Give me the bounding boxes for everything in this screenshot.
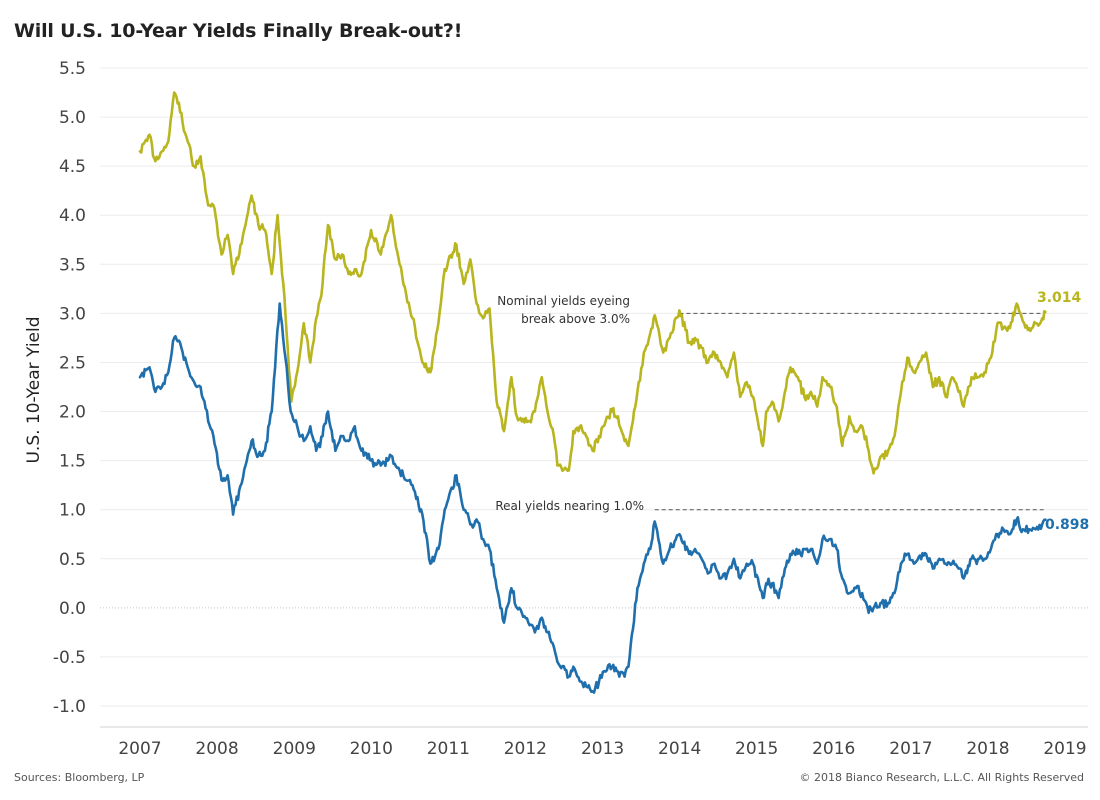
y-tick-label: 4.5 [59,157,86,177]
x-tick-label: 2017 [889,739,932,759]
y-tick-label: 0.5 [59,550,86,570]
x-tick-label: 2007 [118,739,161,759]
series-lines [138,91,1047,694]
annotation-nominal-line1: Nominal yields eyeing [497,294,630,308]
y-tick-label: 5.5 [59,59,86,79]
annotation-nominal-line2: break above 3.0% [521,312,630,326]
y-tick-label: 3.0 [59,304,86,324]
real-end-label: 0.898 [1045,517,1089,533]
footer-copyright: © 2018 Bianco Research, L.L.C. All Right… [799,771,1084,784]
x-tick-label: 2019 [1043,739,1086,759]
y-tick-label: 2.0 [59,403,86,423]
annotations: Nominal yields eyeing break above 3.0% R… [495,294,644,513]
x-axis-ticks: 2007 2008 2009 2010 2011 2012 2013 2014 2015 2016… [118,739,1086,759]
y-tick-label: -0.5 [53,648,86,668]
x-tick-label: 2008 [195,739,238,759]
x-tick-label: 2011 [427,739,470,759]
real-yield-line [138,302,1047,694]
x-tick-label: 2010 [350,739,393,759]
y-tick-label: 1.5 [59,452,86,472]
annotation-real: Real yields nearing 1.0% [495,499,644,513]
x-tick-label: 2016 [812,739,855,759]
grid-lines [100,67,1088,707]
y-tick-label: 4.0 [59,206,86,226]
x-tick-label: 2009 [273,739,316,759]
chart-title: Will U.S. 10-Year Yields Finally Break-o… [14,20,463,42]
y-tick-label: 0.0 [59,599,86,619]
y-axis-label: U.S. 10-Year Yield [24,316,44,463]
x-tick-label: 2014 [658,739,701,759]
y-tick-label: 2.5 [59,353,86,373]
nominal-yield-line [138,91,1047,475]
y-tick-label: 5.0 [59,108,86,128]
y-axis-ticks: 5.5 5.0 4.5 4.0 3.5 3.0 2.5 2.0 1.5 1.0 0.5 0.0 -0.5… [53,59,86,717]
footer-source: Sources: Bloomberg, LP [14,771,145,784]
reference-lines [654,312,1046,511]
nominal-end-label: 3.014 [1037,290,1082,306]
x-tick-label: 2018 [966,739,1009,759]
end-labels: 3.014 0.898 [1037,290,1089,533]
y-tick-label: 3.5 [59,255,86,275]
y-tick-label: -1.0 [53,697,86,717]
x-tick-label: 2012 [504,739,547,759]
y-tick-label: 1.0 [59,501,86,521]
x-tick-label: 2013 [581,739,624,759]
x-tick-label: 2015 [735,739,778,759]
